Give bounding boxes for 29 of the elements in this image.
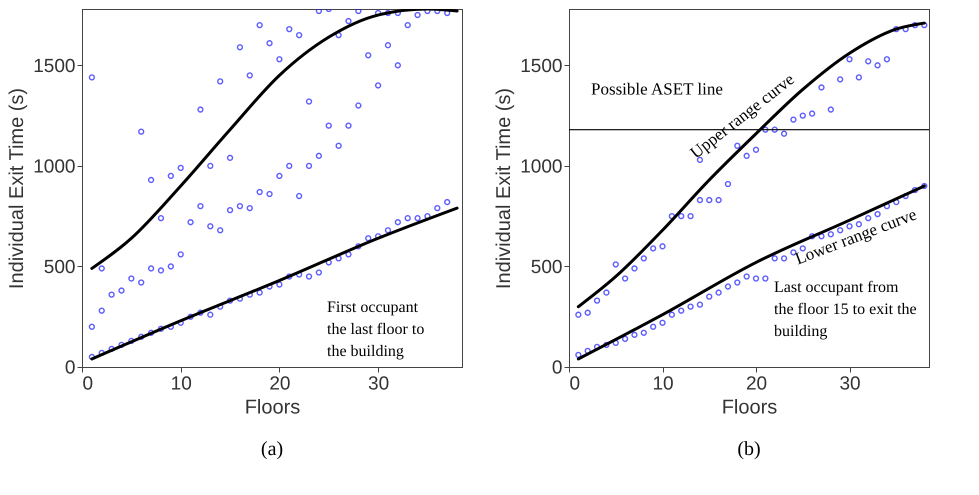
y-tick-label: 1000 xyxy=(33,156,76,178)
line-series xyxy=(90,9,459,270)
ref-line-label: Possible ASET line xyxy=(591,80,723,99)
y-tick-label: 1500 xyxy=(520,56,562,77)
x-tick-label: 20 xyxy=(269,374,290,394)
x-tick-label: 0 xyxy=(82,374,94,394)
x-tick-label: 0 xyxy=(570,374,580,394)
y-tick-label: 500 xyxy=(44,256,76,278)
y-tick-label: 0 xyxy=(552,358,562,378)
text: Lower range curve xyxy=(792,204,920,268)
x-axis-title: Floors xyxy=(722,396,778,418)
x-tick-label: 10 xyxy=(652,374,674,394)
annotation: First occupant the last floor to the building xyxy=(327,299,424,360)
x-axis-title: Floors xyxy=(244,396,300,418)
x-tick-label: 30 xyxy=(368,374,390,394)
x-tick-label: 30 xyxy=(839,374,861,394)
y-axis-title: Individual Exit Time (s) xyxy=(493,88,516,290)
line-series xyxy=(90,206,459,360)
annotation: Last occupant from the floor 15 to exit the building xyxy=(774,279,917,340)
y-axis-title: Individual Exit Time (s) xyxy=(6,88,28,290)
x-tick-label: 20 xyxy=(746,374,768,394)
line-series xyxy=(576,184,926,360)
y-tick-label: 0 xyxy=(64,358,76,378)
x-tick-label: 10 xyxy=(170,374,192,394)
y-tick-label: 500 xyxy=(530,256,562,278)
text: (b) xyxy=(737,438,761,460)
y-tick-label: 1000 xyxy=(520,156,562,178)
text: (a) xyxy=(260,438,284,460)
y-tick-label: 1500 xyxy=(33,56,76,77)
